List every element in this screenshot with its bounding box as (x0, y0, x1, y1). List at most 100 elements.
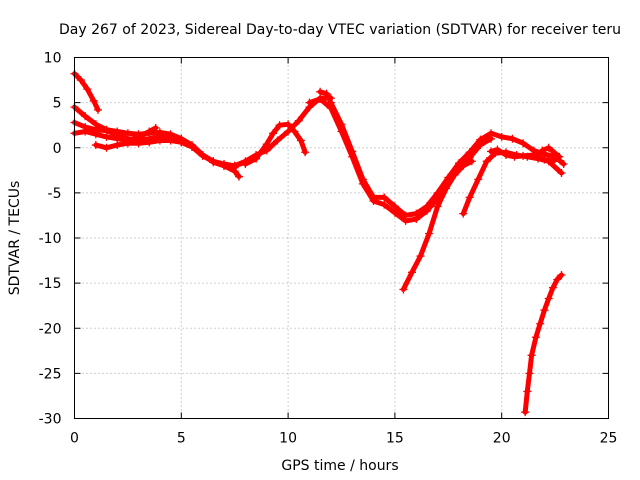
data-point (348, 152, 357, 161)
data-point (544, 294, 553, 303)
data-point (252, 154, 261, 163)
data-point (525, 369, 534, 378)
data-point (519, 151, 528, 160)
data-point (559, 159, 568, 168)
data-point (89, 96, 98, 105)
data-point (305, 98, 314, 107)
data-point (358, 179, 367, 188)
x-tick-labels: 0 5 10 15 20 25 (70, 431, 617, 447)
y-tick-label: -20 (39, 321, 62, 337)
data-point (123, 139, 132, 148)
data-point (187, 142, 196, 151)
data-point (390, 208, 399, 217)
data-point (93, 105, 102, 114)
data-point (337, 127, 346, 136)
data-point (523, 387, 532, 396)
data-point (322, 89, 331, 98)
data-point (527, 351, 536, 360)
data-point (474, 175, 483, 184)
data-point (540, 306, 549, 315)
data-point (301, 148, 310, 157)
y-axis-label: SDTVAR / TECUs (7, 181, 23, 296)
data-point (536, 319, 545, 328)
data-point (538, 146, 547, 155)
data-point (459, 209, 468, 218)
data-point (476, 141, 485, 150)
data-point (399, 285, 408, 294)
data-point (220, 161, 229, 170)
axes (74, 57, 609, 419)
data-point (433, 202, 442, 211)
data-point (501, 150, 510, 159)
data-point (290, 127, 299, 136)
x-tick-label: 25 (600, 431, 618, 447)
y-tick-label: -30 (39, 412, 62, 428)
series-arc-10 (399, 157, 476, 294)
data-point (234, 172, 243, 181)
y-tick-label: -15 (39, 276, 62, 292)
data-point (241, 159, 250, 168)
data-point (134, 139, 143, 148)
data-point (416, 252, 425, 261)
data-point (151, 123, 160, 132)
series-arc-5 (91, 136, 243, 181)
data-point (177, 138, 186, 147)
data-point (487, 147, 496, 156)
series-arc-7 (241, 120, 310, 168)
series-line (400, 158, 475, 292)
data-point (529, 150, 538, 159)
data-point (553, 275, 562, 284)
y-tick-label: 10 (44, 51, 62, 67)
data-point (401, 216, 410, 225)
x-tick-label: 0 (70, 431, 79, 447)
x-tick-label: 20 (493, 431, 511, 447)
data-point (544, 143, 553, 152)
data-point (493, 145, 502, 154)
data-point (369, 196, 378, 205)
data-point (459, 161, 468, 170)
data-point (557, 169, 566, 178)
series-arc-13 (521, 271, 566, 417)
data-point (296, 136, 305, 145)
data-point (540, 155, 549, 164)
x-tick-label: 15 (386, 431, 404, 447)
data-point (531, 333, 540, 342)
data-point (422, 206, 431, 215)
data-point (102, 143, 111, 152)
data-point (76, 76, 85, 85)
data-point (262, 140, 271, 149)
data-point (412, 215, 421, 224)
data-point (91, 141, 100, 150)
data-point (497, 132, 506, 141)
data-point (450, 170, 459, 179)
data-point (81, 127, 90, 136)
data-point (326, 104, 335, 113)
series-line (307, 96, 494, 224)
data-point (380, 200, 389, 209)
data-point (510, 152, 519, 161)
data-point (442, 184, 451, 193)
data-point (102, 132, 111, 141)
series-arc-12 (487, 143, 564, 166)
data-point (273, 136, 282, 145)
data-point (166, 136, 175, 145)
data-point (521, 408, 530, 417)
data-point (467, 157, 476, 166)
data-point (113, 141, 122, 150)
data-point (548, 283, 557, 292)
data-point (269, 129, 278, 138)
data-point (284, 120, 293, 129)
data-point (145, 138, 154, 147)
chart-title: Day 267 of 2023, Sidereal Day-to-day VTE… (59, 22, 621, 38)
data-point (407, 268, 416, 277)
data-point (91, 130, 100, 139)
data-point (198, 150, 207, 159)
data-point (155, 136, 164, 145)
data-point (81, 112, 90, 121)
x-tick-label: 10 (279, 431, 297, 447)
x-axis-label: GPS time / hours (281, 458, 398, 474)
series-line (72, 71, 101, 113)
x-tick-label: 5 (177, 431, 186, 447)
data-point (209, 157, 218, 166)
data-point (425, 229, 434, 238)
